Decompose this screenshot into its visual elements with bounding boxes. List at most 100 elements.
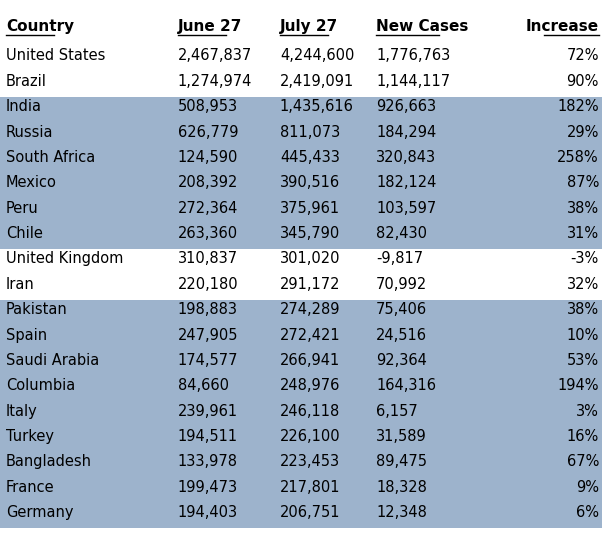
Text: -9,817: -9,817 bbox=[376, 252, 423, 266]
Text: Country: Country bbox=[6, 19, 74, 34]
Text: 1,274,974: 1,274,974 bbox=[178, 74, 252, 89]
Text: 320,843: 320,843 bbox=[376, 150, 436, 165]
Text: 248,976: 248,976 bbox=[280, 379, 340, 393]
Text: June 27: June 27 bbox=[178, 19, 242, 34]
Text: 92,364: 92,364 bbox=[376, 353, 427, 368]
Text: 247,905: 247,905 bbox=[178, 328, 238, 342]
Text: Saudi Arabia: Saudi Arabia bbox=[6, 353, 99, 368]
Text: 38%: 38% bbox=[567, 302, 599, 317]
Text: 70,992: 70,992 bbox=[376, 277, 427, 292]
Text: 1,776,763: 1,776,763 bbox=[376, 49, 450, 63]
Text: Italy: Italy bbox=[6, 404, 38, 418]
Text: 223,453: 223,453 bbox=[280, 455, 340, 469]
FancyBboxPatch shape bbox=[0, 427, 602, 452]
Text: Chile: Chile bbox=[6, 226, 43, 241]
Text: Turkey: Turkey bbox=[6, 429, 54, 444]
Text: 6,157: 6,157 bbox=[376, 404, 418, 418]
Text: 246,118: 246,118 bbox=[280, 404, 340, 418]
FancyBboxPatch shape bbox=[0, 122, 602, 147]
Text: India: India bbox=[6, 99, 42, 114]
Text: 164,316: 164,316 bbox=[376, 379, 436, 393]
Text: 272,421: 272,421 bbox=[280, 328, 341, 342]
Text: Mexico: Mexico bbox=[6, 176, 57, 190]
Text: New Cases: New Cases bbox=[376, 19, 468, 34]
Text: 206,751: 206,751 bbox=[280, 505, 340, 520]
FancyBboxPatch shape bbox=[0, 503, 602, 528]
FancyBboxPatch shape bbox=[0, 477, 602, 503]
Text: Bangladesh: Bangladesh bbox=[6, 455, 92, 469]
Text: 2,419,091: 2,419,091 bbox=[280, 74, 354, 89]
Text: 263,360: 263,360 bbox=[178, 226, 238, 241]
FancyBboxPatch shape bbox=[0, 224, 602, 249]
Text: 375,961: 375,961 bbox=[280, 201, 340, 215]
Text: 31,589: 31,589 bbox=[376, 429, 427, 444]
Text: 10%: 10% bbox=[566, 328, 599, 342]
Text: 2,467,837: 2,467,837 bbox=[178, 49, 252, 63]
Text: Columbia: Columbia bbox=[6, 379, 75, 393]
Text: 301,020: 301,020 bbox=[280, 252, 340, 266]
Text: 82,430: 82,430 bbox=[376, 226, 427, 241]
Text: 194%: 194% bbox=[557, 379, 599, 393]
Text: Pakistan: Pakistan bbox=[6, 302, 68, 317]
Text: 926,663: 926,663 bbox=[376, 99, 436, 114]
Text: 1,144,117: 1,144,117 bbox=[376, 74, 450, 89]
Text: 258%: 258% bbox=[557, 150, 599, 165]
Text: 194,403: 194,403 bbox=[178, 505, 238, 520]
Text: 18,328: 18,328 bbox=[376, 480, 427, 495]
Text: 272,364: 272,364 bbox=[178, 201, 238, 215]
Text: Peru: Peru bbox=[6, 201, 39, 215]
Text: 90%: 90% bbox=[566, 74, 599, 89]
Text: July 27: July 27 bbox=[280, 19, 338, 34]
Text: 89,475: 89,475 bbox=[376, 455, 427, 469]
FancyBboxPatch shape bbox=[0, 325, 602, 350]
Text: 291,172: 291,172 bbox=[280, 277, 340, 292]
Text: 198,883: 198,883 bbox=[178, 302, 238, 317]
Text: 67%: 67% bbox=[566, 455, 599, 469]
Text: 124,590: 124,590 bbox=[178, 150, 238, 165]
Text: Increase: Increase bbox=[526, 19, 599, 34]
Text: 182%: 182% bbox=[557, 99, 599, 114]
FancyBboxPatch shape bbox=[0, 147, 602, 173]
FancyBboxPatch shape bbox=[0, 300, 602, 325]
Text: Iran: Iran bbox=[6, 277, 35, 292]
Text: 84,660: 84,660 bbox=[178, 379, 229, 393]
Text: Russia: Russia bbox=[6, 125, 54, 139]
Text: 38%: 38% bbox=[567, 201, 599, 215]
Text: 75,406: 75,406 bbox=[376, 302, 427, 317]
FancyBboxPatch shape bbox=[0, 452, 602, 477]
Text: 182,124: 182,124 bbox=[376, 176, 436, 190]
Text: 174,577: 174,577 bbox=[178, 353, 238, 368]
FancyBboxPatch shape bbox=[0, 401, 602, 427]
Text: 12,348: 12,348 bbox=[376, 505, 427, 520]
Text: 199,473: 199,473 bbox=[178, 480, 238, 495]
FancyBboxPatch shape bbox=[0, 350, 602, 376]
Text: 16%: 16% bbox=[566, 429, 599, 444]
Text: Germany: Germany bbox=[6, 505, 73, 520]
Text: 310,837: 310,837 bbox=[178, 252, 238, 266]
Text: 29%: 29% bbox=[566, 125, 599, 139]
Text: 390,516: 390,516 bbox=[280, 176, 340, 190]
Text: Spain: Spain bbox=[6, 328, 47, 342]
FancyBboxPatch shape bbox=[0, 376, 602, 401]
Text: France: France bbox=[6, 480, 55, 495]
Text: 220,180: 220,180 bbox=[178, 277, 238, 292]
Text: 103,597: 103,597 bbox=[376, 201, 436, 215]
Text: 274,289: 274,289 bbox=[280, 302, 340, 317]
Text: 445,433: 445,433 bbox=[280, 150, 340, 165]
Text: 24,516: 24,516 bbox=[376, 328, 427, 342]
Text: 217,801: 217,801 bbox=[280, 480, 340, 495]
FancyBboxPatch shape bbox=[0, 97, 602, 122]
Text: 32%: 32% bbox=[566, 277, 599, 292]
Text: 208,392: 208,392 bbox=[178, 176, 238, 190]
Text: 6%: 6% bbox=[576, 505, 599, 520]
Text: 184,294: 184,294 bbox=[376, 125, 436, 139]
Text: 53%: 53% bbox=[567, 353, 599, 368]
Text: 239,961: 239,961 bbox=[178, 404, 238, 418]
Text: 508,953: 508,953 bbox=[178, 99, 238, 114]
Text: 4,244,600: 4,244,600 bbox=[280, 49, 355, 63]
Text: 31%: 31% bbox=[567, 226, 599, 241]
Text: 9%: 9% bbox=[576, 480, 599, 495]
Text: 1,435,616: 1,435,616 bbox=[280, 99, 354, 114]
Text: 133,978: 133,978 bbox=[178, 455, 238, 469]
Text: 87%: 87% bbox=[566, 176, 599, 190]
